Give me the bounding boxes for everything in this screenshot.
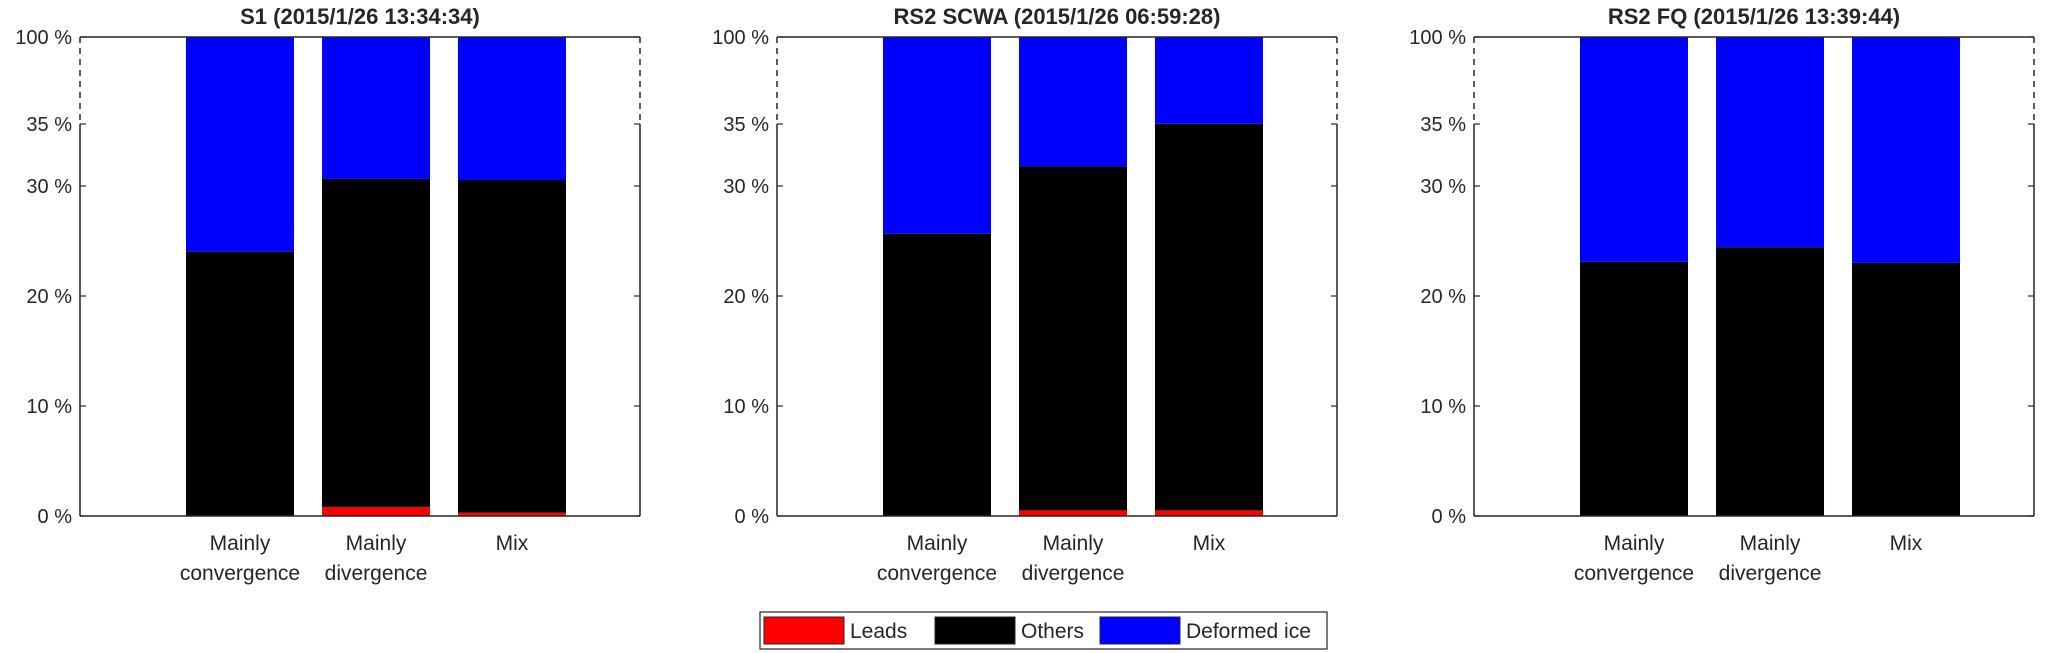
category-label: Mix bbox=[1193, 532, 1226, 555]
bar-deformed-ice-3 bbox=[1851, 37, 1960, 263]
category-label: divergence bbox=[1022, 562, 1125, 585]
y-tick-label: 100 % bbox=[712, 27, 769, 49]
legend-box bbox=[759, 611, 1328, 650]
bar-deformed-ice-1 bbox=[1579, 37, 1688, 262]
bar-deformed-ice-2 bbox=[1716, 37, 1825, 248]
y-tick-label: 30 % bbox=[1420, 176, 1466, 198]
y-tick-label: 35 % bbox=[723, 114, 769, 136]
category-label: convergence bbox=[180, 562, 300, 585]
bar-deformed-ice-2 bbox=[1019, 37, 1128, 167]
chart-title: RS2 FQ (2015/1/26 13:39:44) bbox=[1608, 4, 1900, 29]
bar-deformed-ice-1 bbox=[882, 37, 991, 234]
bar-others-1 bbox=[882, 233, 991, 516]
legend-label-leads: Leads bbox=[850, 620, 907, 643]
bar-leads-3 bbox=[1154, 510, 1263, 516]
y-tick-label: 35 % bbox=[26, 114, 72, 136]
bar-leads-2 bbox=[322, 507, 431, 516]
y-tick-label: 0 % bbox=[1432, 506, 1467, 528]
bar-others-2 bbox=[1716, 247, 1825, 516]
bar-deformed-ice-3 bbox=[457, 37, 566, 180]
category-label: convergence bbox=[877, 562, 997, 585]
y-tick-label: 0 % bbox=[38, 506, 73, 528]
bar-leads-2 bbox=[1019, 510, 1128, 516]
y-tick-label: 20 % bbox=[1420, 286, 1466, 308]
legend-label-others: Others bbox=[1021, 620, 1084, 643]
category-label: Mainly bbox=[1604, 532, 1665, 555]
y-tick-label: 35 % bbox=[1420, 114, 1466, 136]
category-label: divergence bbox=[325, 562, 428, 585]
category-label: Mix bbox=[1890, 532, 1923, 555]
bar-others-2 bbox=[322, 178, 431, 508]
category-label: Mainly bbox=[210, 532, 271, 555]
category-label: Mix bbox=[496, 532, 529, 555]
bar-others-3 bbox=[457, 180, 566, 513]
bar-others-1 bbox=[185, 251, 294, 516]
legend-swatch-others bbox=[934, 616, 1016, 645]
bar-deformed-ice-1 bbox=[185, 37, 294, 252]
y-tick-label: 30 % bbox=[26, 176, 72, 198]
category-label: Mainly bbox=[346, 532, 407, 555]
y-tick-label: 20 % bbox=[723, 286, 769, 308]
legend-label-deformed-ice: Deformed ice bbox=[1186, 620, 1311, 643]
y-tick-label: 100 % bbox=[1409, 27, 1466, 49]
y-tick-label: 30 % bbox=[723, 176, 769, 198]
bar-others-3 bbox=[1154, 123, 1263, 511]
bar-others-2 bbox=[1019, 166, 1128, 511]
y-tick-label: 0 % bbox=[735, 506, 770, 528]
bar-deformed-ice-3 bbox=[1154, 37, 1263, 124]
y-tick-label: 20 % bbox=[26, 286, 72, 308]
bar-others-3 bbox=[1851, 262, 1960, 516]
y-tick-label: 10 % bbox=[1420, 396, 1466, 418]
chart-panel-1: S1 (2015/1/26 13:34:34) Mainly convergence… bbox=[15, 4, 641, 585]
category-label: convergence bbox=[1574, 562, 1694, 585]
legend-swatch-deformed-ice bbox=[1099, 616, 1181, 645]
bar-leads-3 bbox=[457, 512, 566, 516]
chart-panel-3: RS2 FQ (2015/1/26 13:39:44) Mainly converg… bbox=[1409, 4, 2035, 585]
chart-title: RS2 SCWA (2015/1/26 06:59:28) bbox=[894, 4, 1221, 29]
bar-others-1 bbox=[1579, 261, 1688, 516]
y-tick-label: 10 % bbox=[26, 396, 72, 418]
bar-deformed-ice-2 bbox=[322, 37, 431, 179]
category-label: Mainly bbox=[907, 532, 968, 555]
y-tick-label: 10 % bbox=[723, 396, 769, 418]
category-label: Mainly bbox=[1043, 532, 1104, 555]
y-tick-label: 100 % bbox=[15, 27, 72, 49]
legend-swatch-leads bbox=[763, 616, 845, 645]
legend: Leads Others Deformed ice bbox=[759, 611, 1328, 650]
category-label: Mainly bbox=[1740, 532, 1801, 555]
chart-panel-2: RS2 SCWA (2015/1/26 06:59:28) Mainly conve… bbox=[712, 4, 1338, 585]
category-label: divergence bbox=[1719, 562, 1822, 585]
chart-title: S1 (2015/1/26 13:34:34) bbox=[240, 4, 480, 29]
